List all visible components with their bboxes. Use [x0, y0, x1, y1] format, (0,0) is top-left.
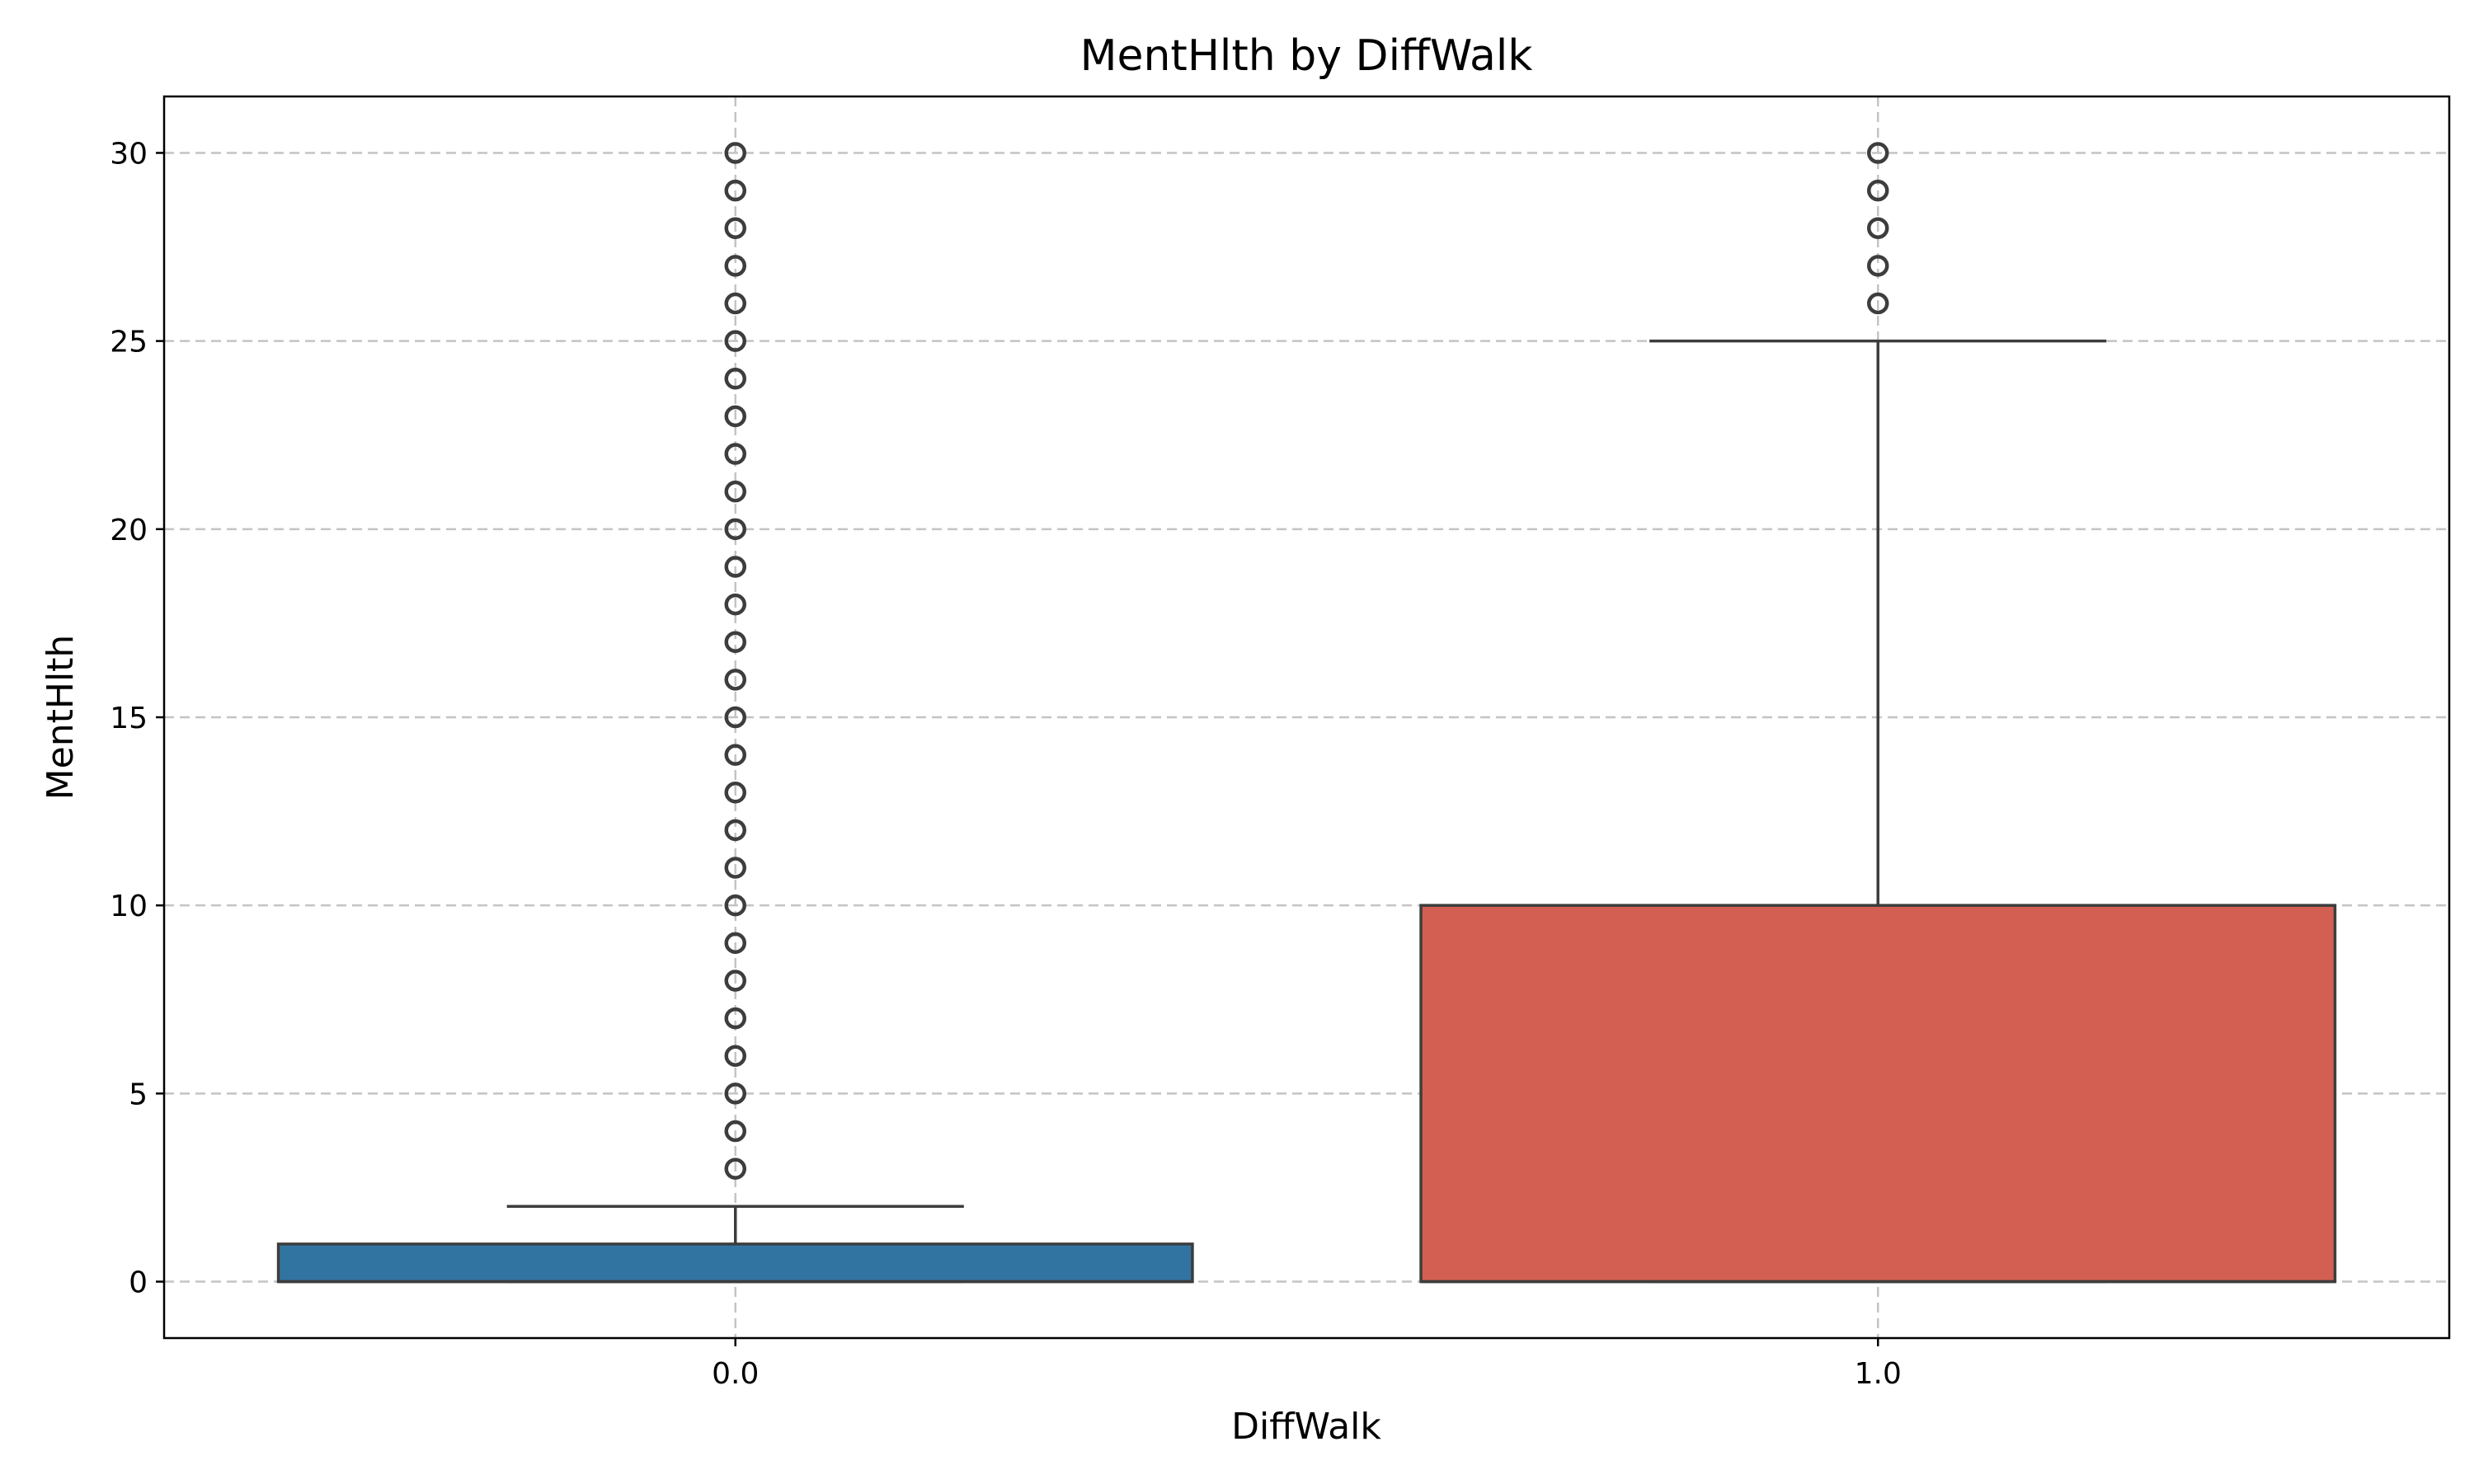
- y-tick-label: 0: [129, 1266, 148, 1300]
- outlier-point: [724, 1082, 746, 1105]
- outlier-point: [724, 970, 746, 992]
- outlier-point: [724, 368, 746, 390]
- outlier-point: [724, 405, 746, 428]
- y-tick-label: 20: [110, 514, 148, 547]
- y-tick-label: 30: [110, 137, 148, 171]
- outlier-point: [1867, 142, 1889, 164]
- box-body: [276, 1242, 1194, 1284]
- outlier-point: [724, 706, 746, 729]
- outlier-point: [724, 782, 746, 804]
- outlier-point: [724, 179, 746, 202]
- outlier-point: [724, 142, 746, 164]
- outlier-point: [724, 857, 746, 879]
- outlier-point: [1867, 179, 1889, 202]
- outlier-point: [724, 593, 746, 616]
- outlier-point: [724, 1120, 746, 1143]
- outlier-point: [724, 819, 746, 842]
- outlier-point: [724, 330, 746, 352]
- x-axis-label: DiffWalk: [1231, 1406, 1381, 1448]
- outlier-point: [724, 932, 746, 955]
- outlier-point: [724, 292, 746, 315]
- chart-title: MentHlth by DiffWalk: [1080, 31, 1533, 81]
- outlier-point: [724, 255, 746, 277]
- flier-layer: [724, 142, 1889, 1180]
- y-tick-label: 5: [129, 1078, 148, 1111]
- outlier-point: [724, 744, 746, 766]
- box-group-1.0: [1419, 339, 2337, 1284]
- outlier-point: [724, 443, 746, 465]
- outlier-point: [724, 518, 746, 541]
- y-tick-label: 10: [110, 890, 148, 923]
- box-body: [1419, 904, 2337, 1284]
- outlier-point: [1867, 255, 1889, 277]
- x-tick-label: 0.0: [712, 1357, 759, 1391]
- outlier-point: [724, 480, 746, 503]
- outlier-point: [724, 631, 746, 653]
- outlier-point: [1867, 292, 1889, 315]
- y-tick-label: 15: [110, 702, 148, 735]
- outlier-point: [1867, 217, 1889, 239]
- outlier-point: [724, 1158, 746, 1180]
- outlier-point: [724, 217, 746, 239]
- outlier-point: [724, 1007, 746, 1030]
- outlier-point: [724, 669, 746, 691]
- tick-layer: 0 5 10 15 20 25 30 0.0 1.0: [110, 137, 1902, 1391]
- outlier-point: [724, 556, 746, 578]
- outlier-point: [724, 1045, 746, 1067]
- y-axis-label: MentHlth: [40, 635, 82, 801]
- y-tick-label: 25: [110, 326, 148, 359]
- x-tick-label: 1.0: [1855, 1357, 1902, 1391]
- box-group-0.0: [276, 1205, 1194, 1284]
- box-layer: [276, 339, 2337, 1284]
- outlier-point: [724, 894, 746, 917]
